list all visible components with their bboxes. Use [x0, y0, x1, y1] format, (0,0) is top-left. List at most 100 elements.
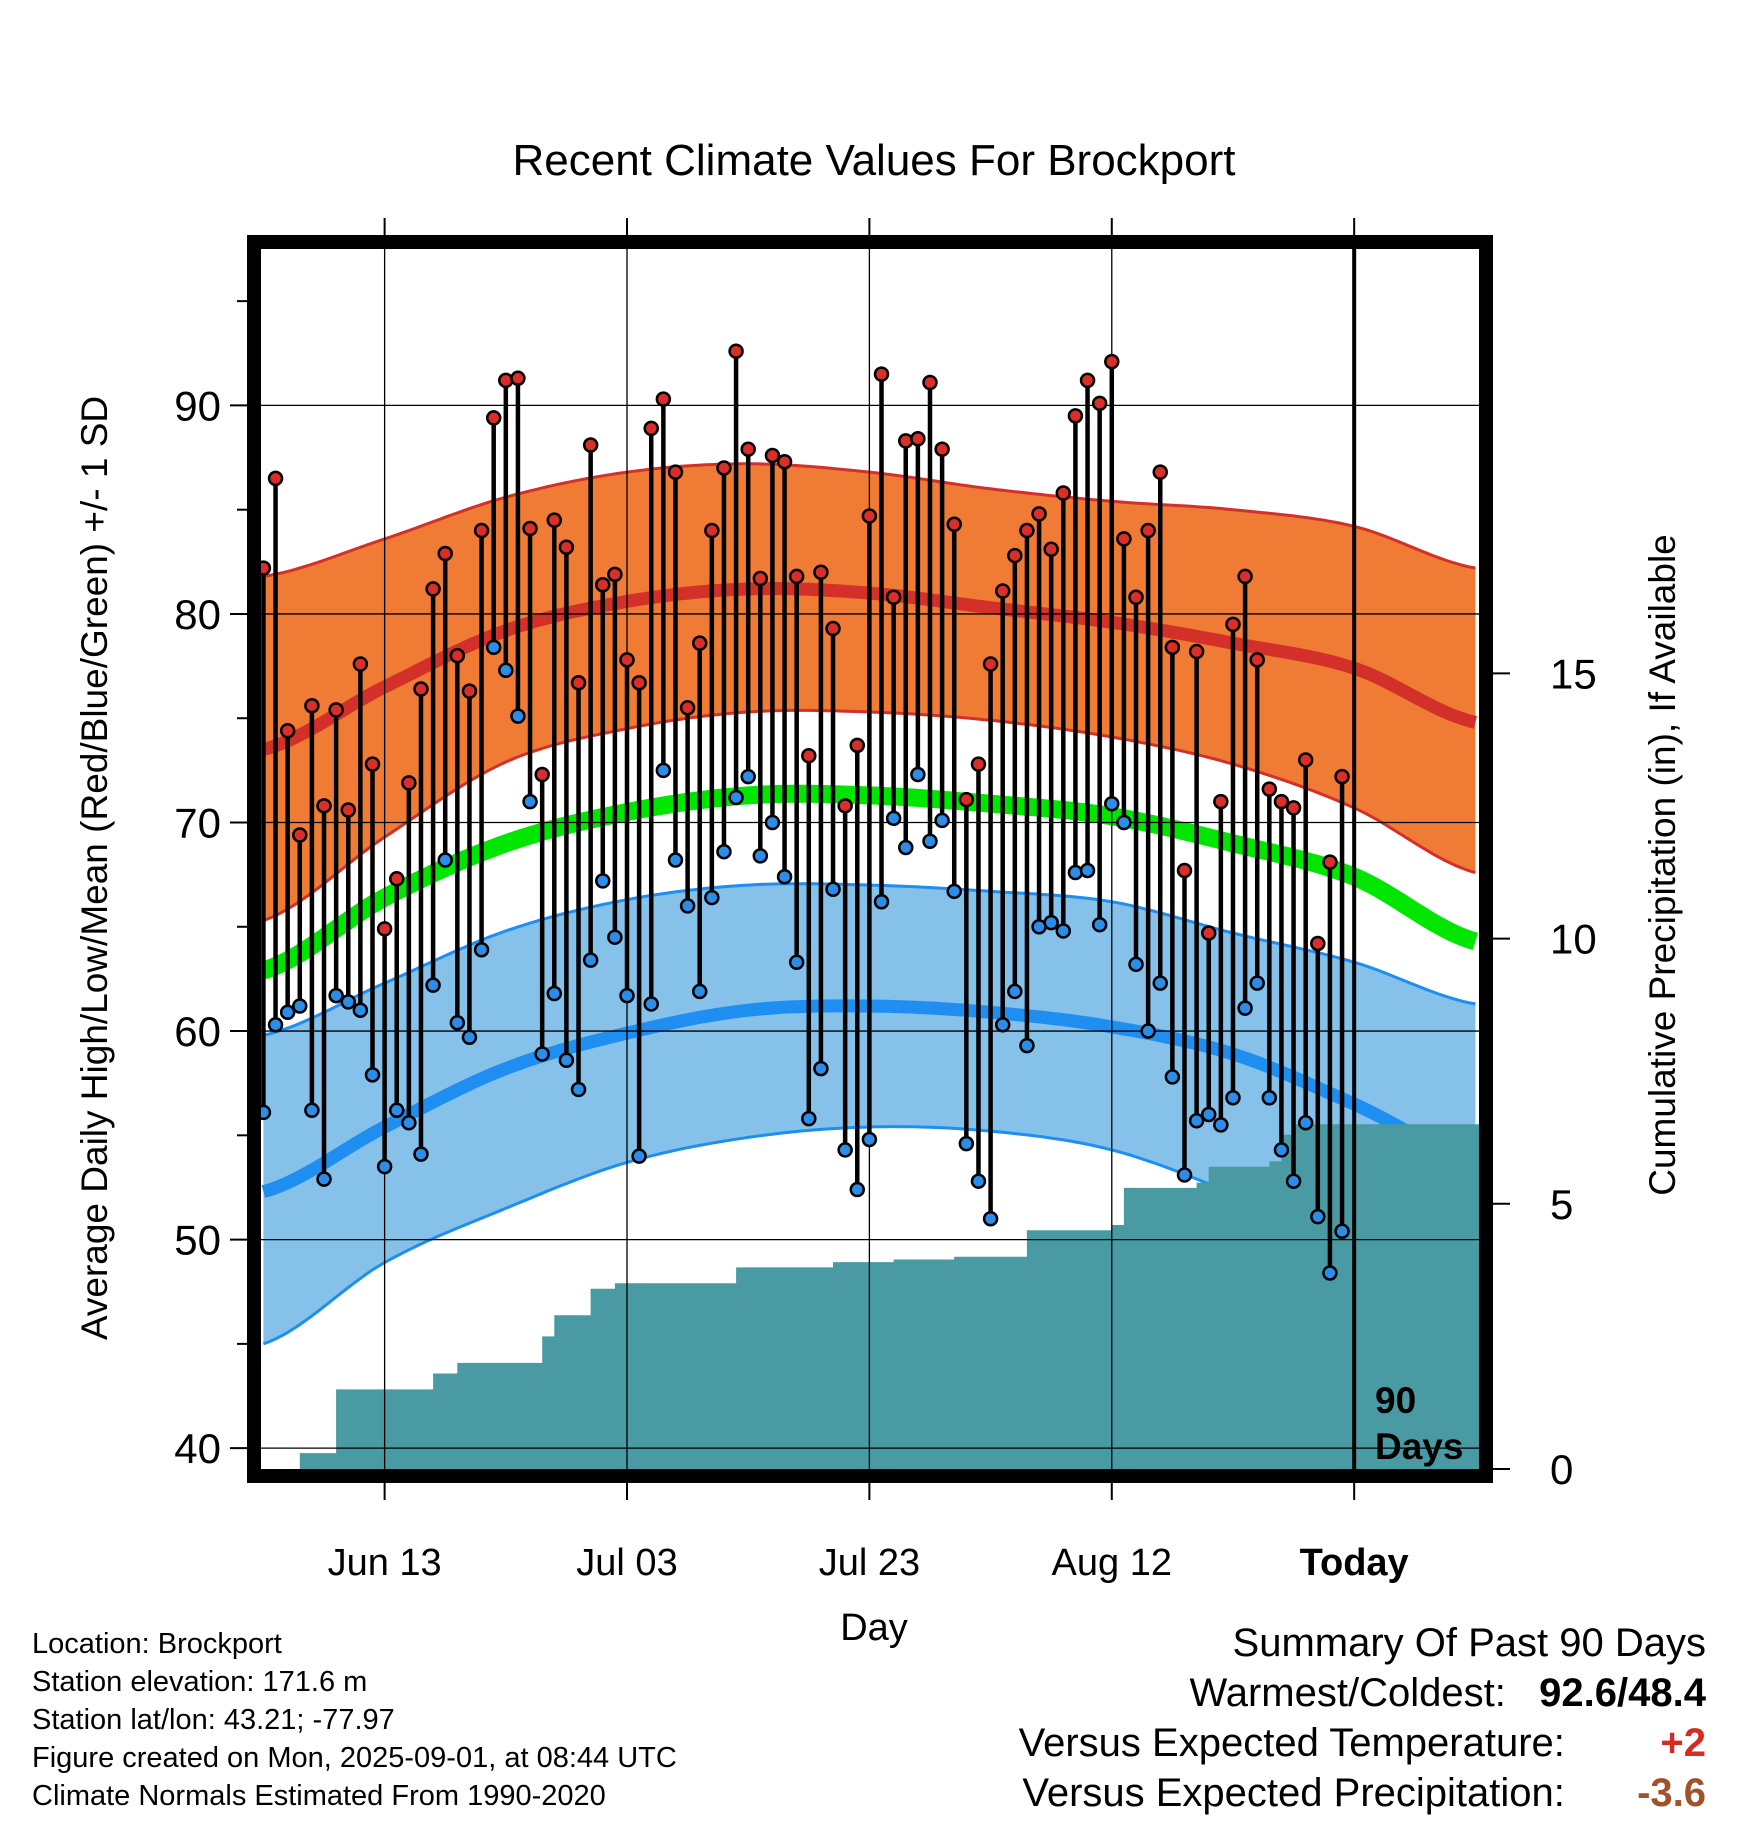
- daily-low-point: [728, 789, 744, 806]
- daily-high-point: [570, 675, 587, 691]
- daily-high-point: [752, 570, 769, 587]
- daily-low-point: [643, 996, 659, 1012]
- x-axis-label: Day: [840, 1607, 908, 1649]
- daily-high-point: [473, 522, 490, 539]
- daily-high-point: [328, 702, 344, 718]
- daily-low-point: [1261, 1090, 1278, 1106]
- coldest-value: 48.4: [1628, 1671, 1706, 1715]
- daily-low-point: [1019, 1037, 1035, 1054]
- summary-precip: Versus Expected Precipitation: -3.6: [1019, 1768, 1706, 1818]
- daily-high-point: [861, 508, 878, 524]
- daily-high-point: [910, 431, 926, 447]
- daily-high-point: [437, 545, 453, 562]
- daily-high-point: [1031, 506, 1047, 522]
- daily-high-point: [279, 722, 296, 739]
- daily-high-point: [982, 656, 999, 672]
- daily-high-point: [1176, 862, 1193, 879]
- daily-high-point: [461, 683, 478, 699]
- slash: /: [1617, 1671, 1629, 1715]
- daily-high-point: [1213, 793, 1229, 810]
- daily-low-point: [1176, 1167, 1193, 1183]
- info-latlon: Station lat/lon: 43.21; -77.97: [32, 1704, 395, 1736]
- daily-low-point: [1043, 914, 1059, 931]
- daily-low-point: [292, 998, 308, 1014]
- summary-block: Summary Of Past 90 Days Warmest/Coldest:…: [1019, 1618, 1706, 1818]
- daily-high-point: [788, 568, 805, 585]
- daily-low-point: [655, 762, 672, 779]
- daily-low-point: [631, 1148, 647, 1164]
- y2-axis-label: Cumulative Precipitation (in), If Availa…: [1642, 534, 1683, 1196]
- daily-high-point: [776, 453, 793, 470]
- x-tick-label: Jul 23: [819, 1542, 920, 1584]
- daily-low-point: [352, 1002, 369, 1018]
- x-tick-label: Jul 03: [576, 1542, 677, 1584]
- daily-low-point: [982, 1210, 999, 1227]
- precip-label: Versus Expected Precipitation:: [1022, 1771, 1565, 1815]
- daily-high-point: [1116, 531, 1132, 547]
- daily-low-point: [1079, 862, 1096, 879]
- daily-high-point: [425, 581, 441, 597]
- info-normals: Climate Normals Estimated From 1990-2020: [32, 1780, 606, 1812]
- daily-high-point: [364, 756, 381, 772]
- daily-low-point: [970, 1173, 987, 1189]
- station-info: Location: Brockport Station elevation: 1…: [32, 1625, 677, 1815]
- daily-high-point: [304, 697, 320, 714]
- daily-low-point: [316, 1171, 332, 1187]
- daily-high-point: [388, 871, 405, 887]
- warmest-coldest-label: Warmest/Coldest:: [1189, 1671, 1506, 1715]
- daily-high-point: [1310, 935, 1326, 952]
- daily-high-point: [1019, 522, 1035, 539]
- summary-heading: Summary Of Past 90 Days: [1232, 1621, 1706, 1665]
- daily-high-point: [401, 775, 417, 791]
- daily-high-point: [655, 391, 672, 407]
- daily-low-point: [1116, 814, 1132, 831]
- daily-high-point: [898, 433, 914, 449]
- daily-low-point: [1152, 975, 1169, 991]
- daily-high-point: [1200, 925, 1217, 941]
- daily-high-point: [837, 798, 853, 814]
- daily-high-point: [873, 366, 890, 382]
- info-location: Location: Brockport: [32, 1628, 282, 1660]
- daily-high-point: [1297, 752, 1314, 768]
- daily-low-point: [595, 873, 611, 889]
- daily-high-point: [1249, 652, 1265, 668]
- daily-high-point: [1067, 408, 1084, 424]
- daily-low-point: [1225, 1090, 1241, 1106]
- daily-low-point: [388, 1102, 405, 1119]
- daily-high-point: [958, 791, 975, 808]
- daily-low-point: [764, 814, 781, 831]
- daily-high-point: [546, 512, 563, 528]
- daily-high-point: [340, 802, 357, 818]
- daily-range-stems: [261, 351, 1345, 1273]
- daily-low-point: [1322, 1265, 1338, 1281]
- daily-high-point: [813, 564, 829, 580]
- daily-high-point: [1140, 522, 1156, 539]
- daily-high-point: [1128, 589, 1144, 606]
- daily-high-point: [667, 464, 684, 480]
- x-tick-label: Jun 13: [328, 1542, 442, 1584]
- daily-high-point: [849, 737, 866, 754]
- y-tick-label: 90: [174, 382, 221, 429]
- daily-low-point: [740, 768, 756, 785]
- chart-title: Recent Climate Values For Brockport: [512, 136, 1235, 185]
- daily-low-point: [449, 1014, 466, 1031]
- daily-low-point: [934, 812, 950, 829]
- daily-high-point: [1188, 643, 1205, 660]
- daily-low-point: [1285, 1173, 1302, 1189]
- plot-frame: [247, 235, 1493, 1483]
- daily-high-point: [510, 370, 526, 387]
- temp-value: +2: [1660, 1721, 1706, 1765]
- summary-temp: Versus Expected Temperature: +2: [1019, 1718, 1706, 1768]
- daily-low-point: [522, 793, 538, 810]
- daily-high-point: [607, 566, 623, 583]
- daily-low-point: [619, 987, 635, 1004]
- today-days-line1: 90: [1375, 1380, 1416, 1421]
- daily-high-point: [1261, 781, 1278, 797]
- daily-high-point: [1237, 568, 1253, 585]
- daily-low-point: [304, 1102, 320, 1119]
- daily-high-point: [1104, 353, 1120, 370]
- daily-high-point: [413, 681, 429, 697]
- daily-high-point: [1007, 547, 1023, 564]
- daily-low-point: [1200, 1106, 1217, 1123]
